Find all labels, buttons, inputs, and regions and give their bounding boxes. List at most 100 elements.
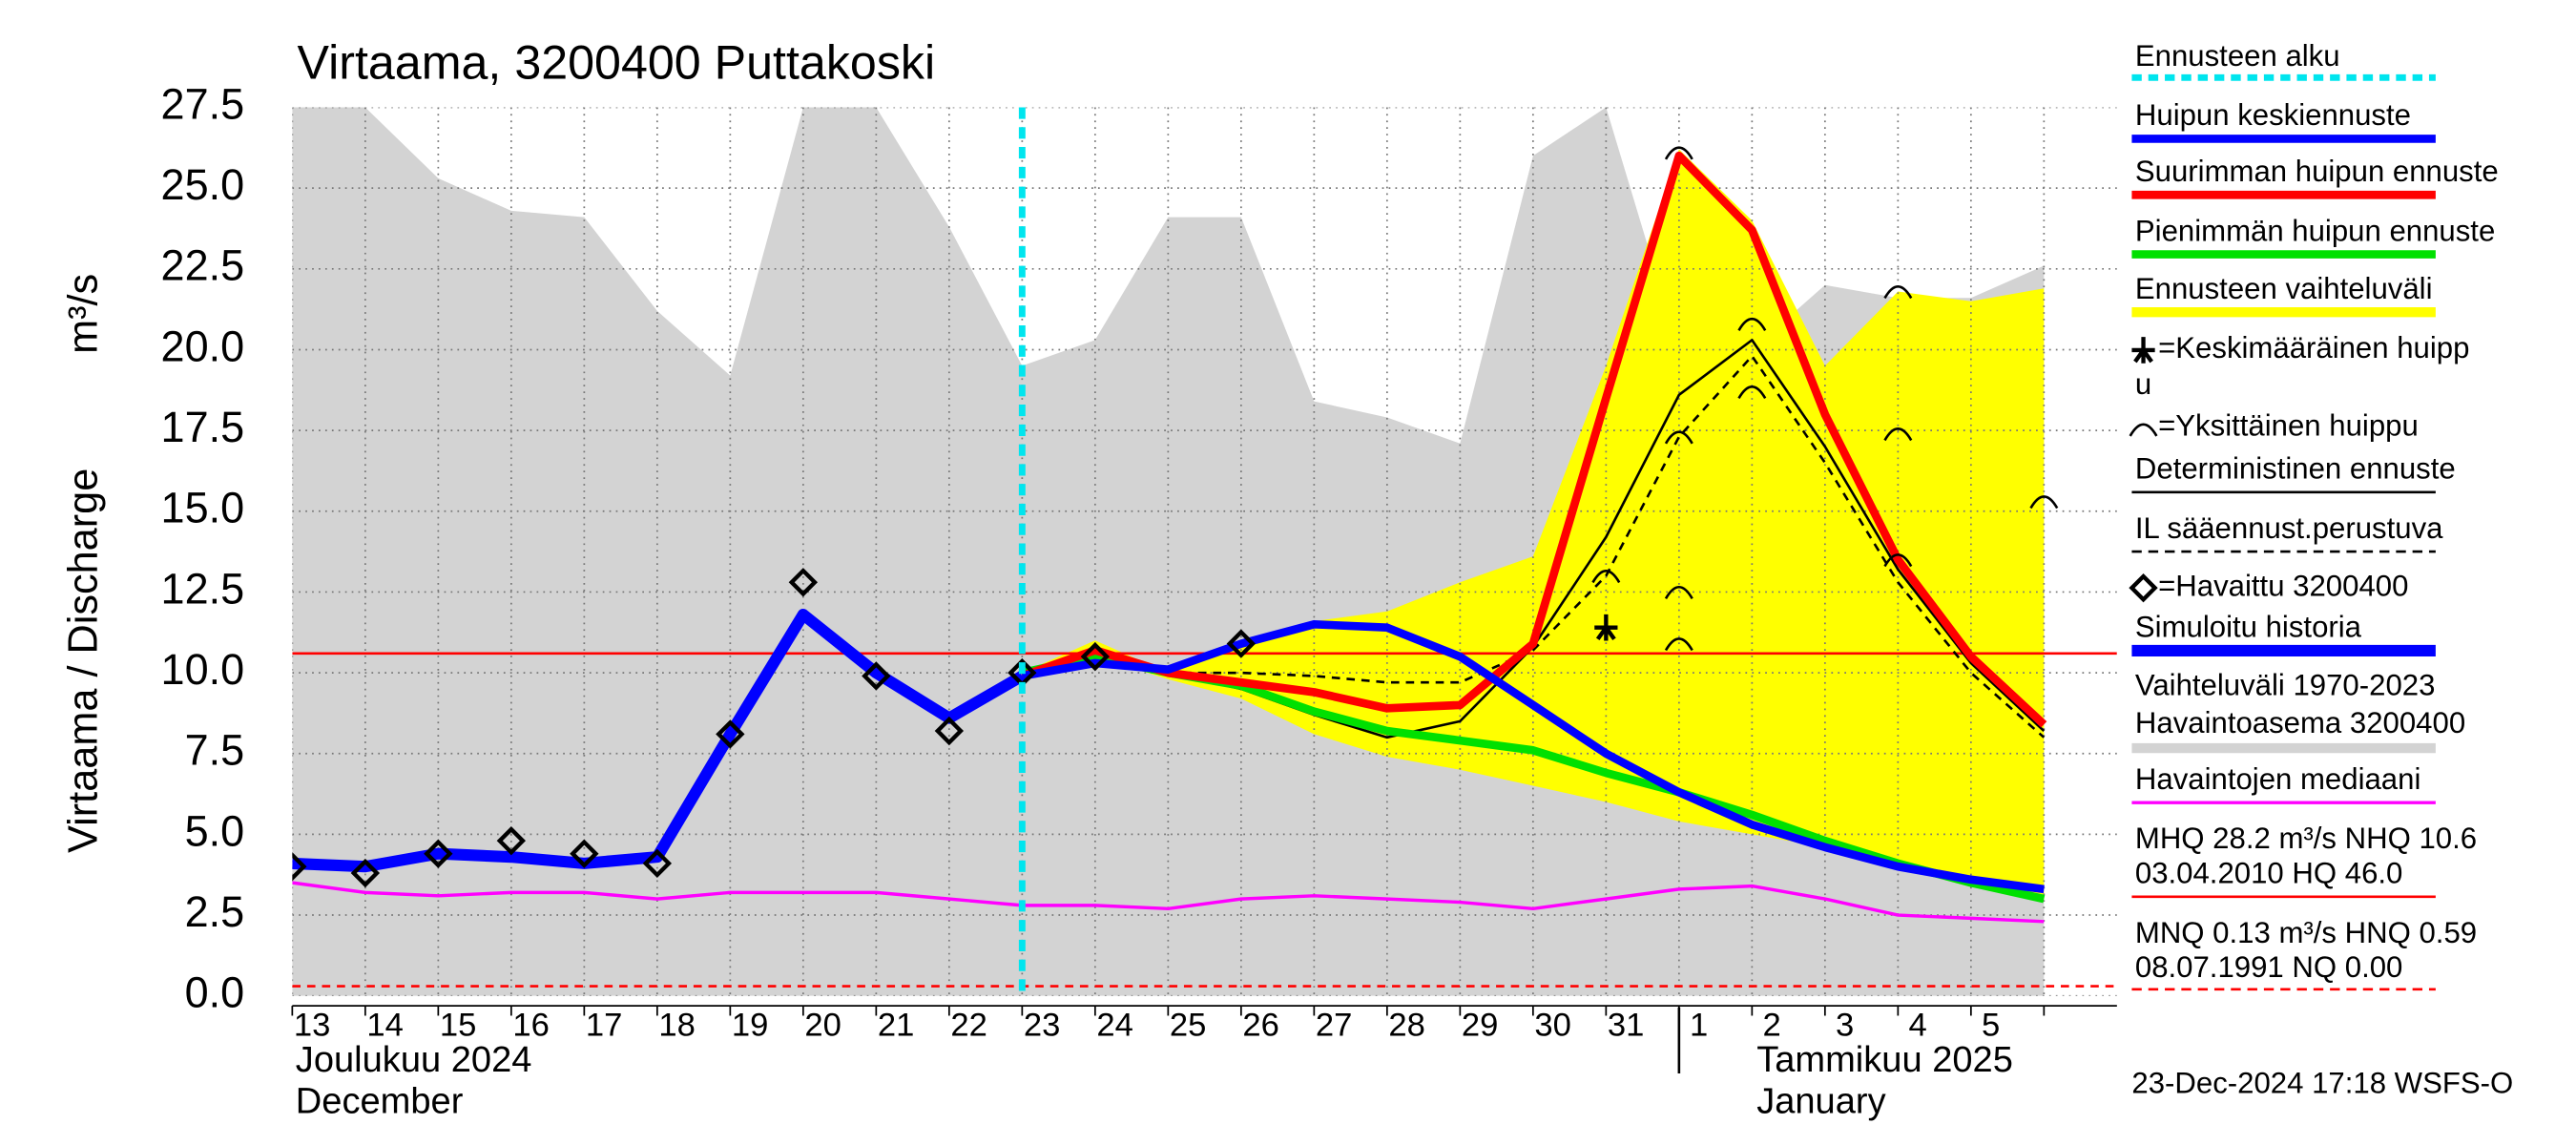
peak-marker <box>1883 553 1913 568</box>
y-tick-label: 17.5 <box>161 403 245 451</box>
observed-marker <box>496 825 527 856</box>
x-tick-label: 25 <box>1170 1008 1206 1044</box>
x-tick-label: 1 <box>1690 1008 1708 1044</box>
x-tick-label: 26 <box>1242 1008 1278 1044</box>
timestamp: 23-Dec-2024 17:18 WSFS-O <box>2131 1066 2513 1099</box>
y-axis-label: Virtaama / Discharge <box>60 468 106 853</box>
annotations: 0.0 2.5 5.0 7.5 10.0 12.5 15.0 17.5 20.0 22.5 25.0… <box>161 39 2514 1121</box>
legend-label: IL sääennust.perustuva <box>2135 511 2443 545</box>
y-tick-label: 7.5 <box>185 726 245 775</box>
legend-label: Ennusteen alku <box>2135 39 2340 73</box>
y-tick-label: 5.0 <box>185 806 245 855</box>
x-tick-label: 2 <box>1762 1008 1780 1044</box>
legend-label: Ennusteen vaihteluväli <box>2135 272 2433 305</box>
peak-marker <box>1664 585 1693 600</box>
x-tick-label: 4 <box>1908 1008 1926 1044</box>
y-tick-label: 15.0 <box>161 484 245 532</box>
x-tick-label: 15 <box>440 1008 476 1044</box>
x-tick-label: 5 <box>1982 1008 2000 1044</box>
info-text: MHQ 28.2 m³/s NHQ 10.6 <box>2135 822 2477 855</box>
x-tick-label: 16 <box>512 1008 549 1044</box>
series-line <box>1022 354 2046 739</box>
legend-label: u <box>2135 367 2151 401</box>
x-tick-label: 13 <box>294 1008 330 1044</box>
x-tick-label: 24 <box>1096 1008 1132 1044</box>
x-tick-label: 21 <box>878 1008 914 1044</box>
info-text: 08.07.1991 NQ 0.00 <box>2135 950 2402 984</box>
month-label: Tammikuu 2025 <box>1756 1040 2013 1080</box>
chart-title: Virtaama, 3200400 Puttakoski <box>298 35 936 89</box>
y-tick-label: 27.5 <box>161 79 245 128</box>
observed-marker <box>716 719 745 749</box>
legend-label: =Havaittu 3200400 <box>2158 569 2408 602</box>
x-tick-label: 27 <box>1316 1008 1352 1044</box>
info-text: MNQ 0.13 m³/s HNQ 0.59 <box>2135 916 2477 949</box>
observed-marker <box>788 568 819 597</box>
x-tick-label: 23 <box>1024 1008 1060 1044</box>
y-tick-label: 22.5 <box>161 241 245 290</box>
y-axis-unit: m³/s <box>60 274 106 354</box>
legend-swatch <box>2129 573 2158 603</box>
series-line <box>292 608 1026 873</box>
mean-peak-marker <box>1594 614 1618 641</box>
legend-label: Suurimman huipun ennuste <box>2135 155 2499 188</box>
observed-marker <box>1080 641 1111 672</box>
y-tick-label: 20.0 <box>161 322 245 370</box>
peak-marker <box>1664 430 1693 445</box>
y-tick-label: 25.0 <box>161 160 245 209</box>
peak-marker <box>1591 570 1621 584</box>
x-tick-label: 28 <box>1388 1008 1424 1044</box>
legend-label: Havaintoasema 3200400 <box>2135 706 2465 739</box>
x-tick-label: 22 <box>950 1008 987 1044</box>
y-tick-label: 0.0 <box>185 968 245 1017</box>
series-line <box>1020 151 2047 728</box>
legend-swatch <box>2129 423 2158 437</box>
x-tick-label: 31 <box>1608 1008 1644 1044</box>
legend-label: Pienimmän huipun ennuste <box>2135 214 2495 247</box>
legend-label: Huipun keskiennuste <box>2135 98 2411 132</box>
peak-marker <box>2029 495 2059 510</box>
observed-marker <box>350 858 381 888</box>
x-tick-label: 29 <box>1462 1008 1498 1044</box>
series-line <box>292 881 2045 924</box>
peak-marker <box>1664 637 1693 652</box>
month-label: January <box>1756 1081 1885 1121</box>
observed-marker <box>424 839 453 868</box>
observed-marker <box>1226 629 1257 658</box>
band <box>1022 149 2045 900</box>
observed-marker <box>934 716 965 746</box>
peak-marker <box>1883 285 1913 300</box>
x-tick-label: 17 <box>586 1008 622 1044</box>
x-tick-label: 14 <box>366 1008 403 1044</box>
legend-label: Vaihteluväli 1970-2023 <box>2135 668 2436 701</box>
month-label: Joulukuu 2024 <box>296 1040 532 1080</box>
observed-marker <box>292 852 307 882</box>
y-tick-label: 10.0 <box>161 645 245 694</box>
y-tick-label: 12.5 <box>161 564 245 613</box>
peak-marker <box>1883 427 1913 442</box>
legend-label: =Yksittäinen huippu <box>2158 409 2419 443</box>
peak-marker <box>1664 146 1693 160</box>
plot-area <box>292 107 2117 996</box>
x-tick-label: 18 <box>658 1008 695 1044</box>
legend-swatch <box>2131 337 2155 364</box>
series-line <box>1021 619 2045 894</box>
legend-label: Simuloitu historia <box>2135 611 2362 644</box>
legend-label: Deterministinen ennuste <box>2135 452 2456 486</box>
x-tick-label: 19 <box>732 1008 768 1044</box>
x-tick-label: 30 <box>1534 1008 1570 1044</box>
legend-label: Havaintojen mediaani <box>2135 762 2420 796</box>
y-tick-label: 2.5 <box>185 887 245 936</box>
observed-marker <box>862 661 891 691</box>
peak-marker <box>1737 317 1767 331</box>
legend-label: =Keskimääräinen huipp <box>2158 331 2469 364</box>
peak-marker <box>1737 385 1767 400</box>
x-tick-label: 20 <box>804 1008 841 1044</box>
x-tick-label: 3 <box>1836 1008 1854 1044</box>
info-text: 03.04.2010 HQ 46.0 <box>2135 857 2402 890</box>
observed-marker <box>570 839 599 868</box>
month-label: December <box>296 1081 464 1121</box>
observed-marker <box>642 848 673 879</box>
